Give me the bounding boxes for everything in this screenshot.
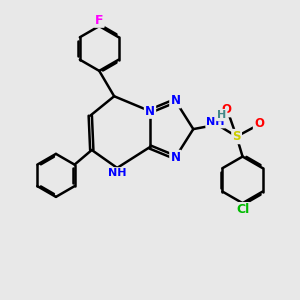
Text: F: F xyxy=(95,14,103,27)
Text: N: N xyxy=(145,105,155,118)
Text: H: H xyxy=(217,110,226,120)
Text: NH: NH xyxy=(206,117,225,127)
Text: N: N xyxy=(170,151,180,164)
Text: S: S xyxy=(232,130,241,143)
Text: N: N xyxy=(170,94,180,107)
Text: Cl: Cl xyxy=(236,203,249,216)
Text: O: O xyxy=(221,103,231,116)
Text: NH: NH xyxy=(108,168,126,178)
Text: O: O xyxy=(254,117,264,130)
